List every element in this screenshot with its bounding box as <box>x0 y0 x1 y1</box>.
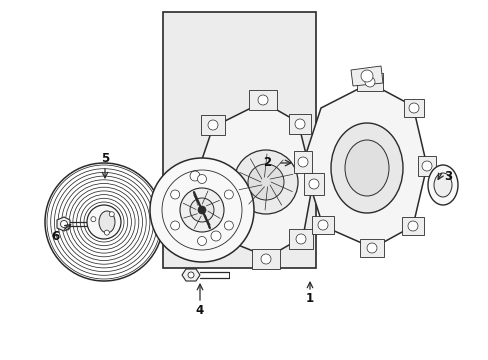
Ellipse shape <box>109 212 114 217</box>
Text: 6: 6 <box>51 230 59 243</box>
Polygon shape <box>356 73 382 91</box>
Polygon shape <box>248 90 276 110</box>
Ellipse shape <box>297 157 307 167</box>
Ellipse shape <box>330 123 402 213</box>
Ellipse shape <box>99 211 115 233</box>
Ellipse shape <box>366 243 376 253</box>
Polygon shape <box>417 156 435 176</box>
Text: 4: 4 <box>196 303 203 316</box>
Ellipse shape <box>317 220 327 230</box>
Ellipse shape <box>197 237 206 246</box>
Ellipse shape <box>408 103 418 113</box>
Ellipse shape <box>421 161 431 171</box>
Ellipse shape <box>187 272 194 278</box>
Ellipse shape <box>345 140 388 196</box>
Polygon shape <box>303 83 426 248</box>
Polygon shape <box>57 217 70 231</box>
Polygon shape <box>293 151 311 173</box>
Text: 1: 1 <box>305 292 313 306</box>
Ellipse shape <box>210 231 221 241</box>
Polygon shape <box>201 115 224 135</box>
Text: 5: 5 <box>101 152 109 165</box>
Ellipse shape <box>224 221 233 230</box>
Ellipse shape <box>234 150 297 214</box>
Polygon shape <box>163 12 315 268</box>
Polygon shape <box>350 66 382 86</box>
Ellipse shape <box>104 230 109 235</box>
Ellipse shape <box>170 190 179 199</box>
Polygon shape <box>311 216 333 234</box>
Ellipse shape <box>87 205 121 239</box>
Ellipse shape <box>190 198 214 222</box>
Polygon shape <box>304 173 324 195</box>
Polygon shape <box>196 102 312 257</box>
Ellipse shape <box>294 119 305 129</box>
Text: 2: 2 <box>263 157 270 170</box>
Ellipse shape <box>207 120 218 130</box>
Ellipse shape <box>190 171 200 181</box>
Ellipse shape <box>150 158 253 262</box>
Ellipse shape <box>197 175 206 184</box>
Ellipse shape <box>198 206 205 214</box>
Ellipse shape <box>258 95 267 105</box>
Ellipse shape <box>433 173 451 197</box>
Polygon shape <box>203 226 227 246</box>
Ellipse shape <box>295 234 305 244</box>
Polygon shape <box>359 239 383 257</box>
Ellipse shape <box>360 70 372 82</box>
Ellipse shape <box>224 190 233 199</box>
Polygon shape <box>401 217 423 235</box>
Polygon shape <box>251 249 280 269</box>
Ellipse shape <box>364 77 374 87</box>
Ellipse shape <box>407 221 417 231</box>
Ellipse shape <box>261 254 270 264</box>
Polygon shape <box>182 269 200 281</box>
Ellipse shape <box>247 164 284 200</box>
Polygon shape <box>288 114 310 134</box>
Polygon shape <box>403 99 423 117</box>
Ellipse shape <box>180 188 224 232</box>
Ellipse shape <box>61 220 67 228</box>
Ellipse shape <box>308 179 318 189</box>
Ellipse shape <box>170 221 179 230</box>
Ellipse shape <box>91 217 96 222</box>
Text: 3: 3 <box>443 170 451 183</box>
Polygon shape <box>288 229 312 249</box>
Polygon shape <box>184 164 204 188</box>
Ellipse shape <box>427 165 457 205</box>
